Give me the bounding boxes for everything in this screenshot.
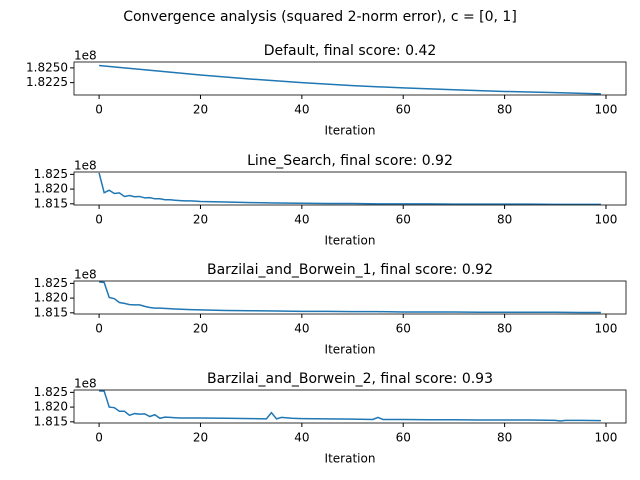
x-tick-label: 100 [595,103,618,117]
y-tick-label: 1.815 [34,196,68,210]
y-tick-label: 1.8225 [26,75,68,89]
subplot-title: Line_Search, final score: 0.92 [247,153,453,169]
x-axis-label: Iteration [325,343,376,357]
data-line [99,64,601,95]
x-axis-label: Iteration [325,124,376,138]
x-axis-label: Iteration [325,234,376,248]
x-tick-label: 100 [595,322,618,336]
x-tick-label: 100 [595,431,618,445]
offset-label: 1e8 [74,159,97,173]
y-tick-label: 1.820 [34,400,68,414]
y-tick-label: 1.825 [34,385,68,399]
y-tick-label: 1.820 [34,182,68,196]
x-tick-label: 100 [595,213,618,227]
x-tick-label: 40 [294,103,309,117]
x-tick-label: 80 [497,103,512,117]
subplot-title: Default, final score: 0.42 [264,43,437,59]
axes-frame [73,61,627,96]
data-line [99,281,601,314]
subplot-title: Barzilai_and_Borwein_2, final score: 0.9… [207,371,493,387]
x-tick-label: 0 [95,322,103,336]
data-line [99,390,601,422]
y-tick-label: 1.8250 [26,60,68,74]
x-tick-label: 60 [396,431,411,445]
x-tick-label: 40 [294,431,309,445]
y-tick-label: 1.820 [34,291,68,305]
x-tick-label: 20 [193,431,208,445]
offset-label: 1e8 [74,377,97,391]
x-tick-label: 20 [193,213,208,227]
x-tick-label: 80 [497,431,512,445]
y-tick-label: 1.825 [34,276,68,290]
x-tick-label: 60 [396,103,411,117]
offset-label: 1e8 [74,268,97,282]
axes-frame [73,171,627,206]
y-tick-label: 1.825 [34,167,68,181]
x-tick-label: 60 [396,322,411,336]
figure-title: Convergence analysis (squared 2-norm err… [123,9,517,25]
y-tick-label: 1.815 [34,305,68,319]
x-tick-label: 0 [95,431,103,445]
x-tick-label: 20 [193,103,208,117]
subplot-title: Barzilai_and_Borwein_1, final score: 0.9… [207,262,493,278]
x-tick-label: 0 [95,213,103,227]
axes-frame [73,280,627,315]
x-tick-label: 80 [497,322,512,336]
y-tick-label: 1.815 [34,414,68,428]
x-tick-label: 40 [294,213,309,227]
x-tick-label: 40 [294,322,309,336]
offset-label: 1e8 [74,49,97,63]
x-tick-label: 20 [193,322,208,336]
data-line [98,172,601,205]
x-tick-label: 60 [396,213,411,227]
x-tick-label: 0 [95,103,103,117]
x-axis-label: Iteration [325,452,376,466]
axes-frame [73,389,627,424]
x-tick-label: 80 [497,213,512,227]
